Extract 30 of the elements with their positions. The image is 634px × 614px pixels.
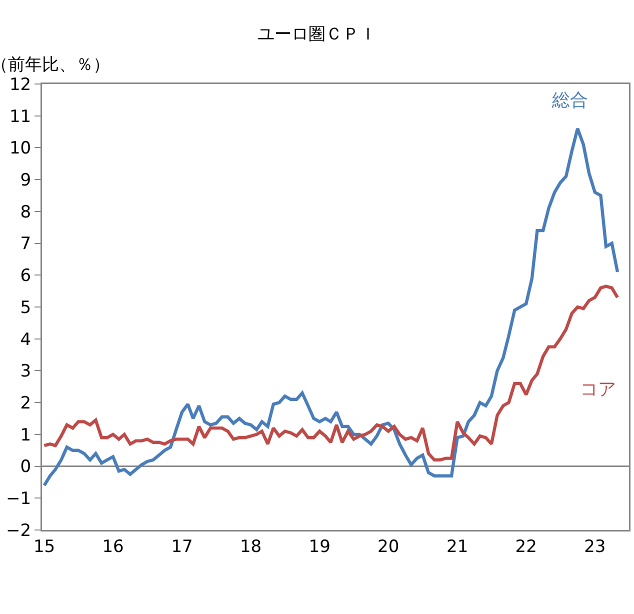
text: コア: [580, 379, 616, 400]
y-tick-label: 9: [20, 170, 32, 191]
y-tick-label: 7: [20, 234, 32, 254]
series-label: 総合: [551, 90, 588, 111]
x-tick-label: 23: [584, 536, 606, 557]
x-tick-label: 20: [378, 536, 400, 557]
y-axis-title: （前年比、％）: [0, 55, 110, 75]
y-tick-label: 2: [20, 394, 32, 414]
y-tick-label: 10: [9, 138, 32, 159]
y-tick-label: 1: [20, 425, 32, 446]
y-tick-label: 11: [9, 106, 32, 127]
y-tick-label: 0: [20, 457, 32, 478]
y-tick-label: −2: [6, 520, 32, 541]
x-tick-label: 21: [446, 536, 468, 557]
line-series: [42, 284, 620, 462]
y-tick-label: 4: [20, 330, 32, 350]
y-tick-label: 3: [20, 362, 32, 382]
x-tick-label: 16: [102, 536, 124, 557]
x-tick-label: 15: [33, 536, 56, 557]
y-tick-label: 8: [20, 202, 32, 222]
x-tick-label: 22: [515, 536, 537, 557]
y-tick-label: 6: [20, 266, 32, 286]
y-tick-label: −1: [6, 489, 32, 510]
x-tick-label: 19: [308, 536, 330, 557]
y-tick-label: 12: [9, 74, 32, 95]
line-series: [42, 127, 620, 487]
x-tick-label: 18: [240, 536, 262, 557]
chart-title: ユーロ圏ＣＰＩ: [258, 24, 376, 45]
x-tick-label: 17: [171, 536, 193, 557]
y-tick-label: 5: [20, 298, 32, 318]
